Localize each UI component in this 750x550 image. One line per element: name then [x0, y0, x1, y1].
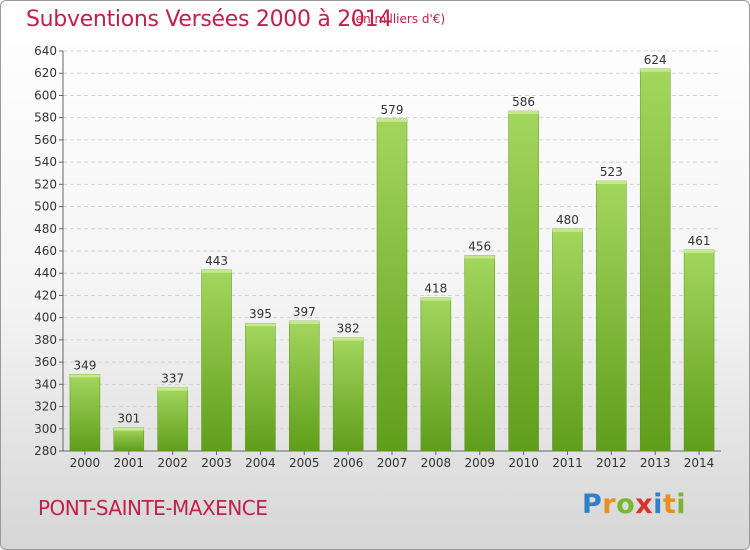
y-tick-label: 280 — [34, 444, 57, 458]
logo-letter: i — [676, 489, 687, 520]
y-tick-label: 440 — [34, 266, 57, 280]
x-tick-label: 2004 — [245, 456, 276, 470]
commune-name: PONT-SAINTE-MAXENCE — [38, 496, 268, 520]
bar-highlight — [69, 374, 100, 378]
bar-2010 — [508, 110, 539, 452]
bar-2014 — [683, 249, 715, 452]
bar-highlight — [596, 181, 627, 184]
data-label: 480 — [556, 213, 579, 227]
bar-2009 — [464, 255, 495, 452]
bar-highlight — [552, 228, 583, 232]
bar-highlight — [684, 249, 715, 253]
bar-highlight — [113, 427, 144, 431]
data-label: 624 — [644, 53, 667, 67]
x-tick-label: 2002 — [157, 456, 188, 470]
data-label: 418 — [424, 282, 447, 296]
data-label: 397 — [293, 305, 316, 319]
y-tick-label: 420 — [34, 288, 57, 302]
logo-letter: x — [635, 489, 654, 520]
bar-highlight — [157, 387, 188, 391]
data-label: 456 — [468, 239, 491, 253]
y-tick-label: 480 — [34, 222, 57, 236]
data-label: 349 — [73, 358, 96, 372]
logo-letter: o — [616, 489, 636, 520]
x-tick-label: 2006 — [333, 456, 364, 470]
data-label: 523 — [600, 165, 623, 179]
bar-2003 — [201, 269, 232, 452]
x-tick-label: 2014 — [684, 456, 715, 470]
chart-subtitle: (en milliers d'€) — [351, 12, 446, 26]
x-tick-label: 2008 — [421, 456, 452, 470]
bar-highlight — [640, 68, 671, 72]
bar-2006 — [332, 337, 364, 452]
y-tick-label: 580 — [34, 111, 57, 125]
bar-2012 — [596, 180, 627, 452]
chart-title: Subventions Versées 2000 à 2014 — [26, 7, 393, 32]
x-tick-label: 2013 — [640, 456, 671, 470]
bars — [69, 68, 715, 452]
data-label: 461 — [688, 234, 711, 248]
data-label: 443 — [205, 254, 228, 268]
y-tick-label: 520 — [34, 177, 57, 191]
data-label: 579 — [381, 103, 404, 117]
x-tick-label: 2012 — [596, 456, 627, 470]
bar-2000 — [69, 374, 101, 452]
bar-highlight — [201, 269, 232, 273]
logo-letter: t — [662, 489, 677, 520]
y-tick-label: 320 — [34, 400, 57, 414]
x-tick-label: 2003 — [201, 456, 232, 470]
bar-highlight — [420, 297, 451, 301]
y-tick-label: 400 — [34, 311, 57, 325]
y-tick-label: 560 — [34, 133, 57, 147]
bar-2007 — [376, 118, 408, 452]
y-tick-label: 380 — [34, 333, 57, 347]
bar-2002 — [157, 387, 188, 452]
y-tick-label: 300 — [34, 422, 57, 436]
bar-2011 — [552, 228, 583, 452]
y-tick-label: 640 — [34, 44, 57, 58]
data-label: 395 — [249, 307, 272, 321]
x-tick-label: 2007 — [377, 456, 408, 470]
labels: 280 300 320 340 360 380 400 420 440 460 480 500 520 5… — [34, 44, 714, 470]
bar-highlight — [245, 323, 276, 327]
x-tick-label: 2005 — [289, 456, 320, 470]
x-tick-label: 2000 — [70, 456, 101, 470]
data-label: 382 — [337, 322, 360, 336]
y-tick-label: 460 — [34, 244, 57, 258]
bar-2013 — [639, 68, 671, 452]
bar-2005 — [289, 320, 320, 452]
bar-2004 — [245, 322, 276, 452]
logo-letter: r — [602, 489, 617, 520]
y-tick-label: 340 — [34, 377, 57, 391]
y-tick-label: 360 — [34, 355, 57, 369]
bar-2001 — [113, 427, 145, 452]
bar-2008 — [420, 297, 452, 452]
bar-highlight — [464, 255, 495, 259]
proxiti-logo[interactable]: Proxiti — [582, 489, 686, 520]
x-tick-label: 2010 — [508, 456, 539, 470]
bar-highlight — [377, 118, 407, 122]
logo-letter: P — [582, 489, 603, 520]
bar-highlight — [289, 321, 320, 324]
y-tick-label: 620 — [34, 66, 57, 80]
bar-highlight — [508, 111, 539, 114]
y-tick-label: 600 — [34, 88, 57, 102]
x-tick-label: 2001 — [114, 456, 145, 470]
data-label: 586 — [512, 95, 535, 109]
logo-letter: i — [653, 489, 663, 520]
x-tick-label: 2011 — [552, 456, 583, 470]
y-tick-label: 540 — [34, 155, 57, 169]
y-tick-label: 500 — [34, 200, 57, 214]
bar-highlight — [333, 337, 364, 341]
x-tick-label: 2009 — [464, 456, 495, 470]
data-label: 337 — [161, 372, 184, 386]
data-label: 301 — [117, 412, 140, 426]
